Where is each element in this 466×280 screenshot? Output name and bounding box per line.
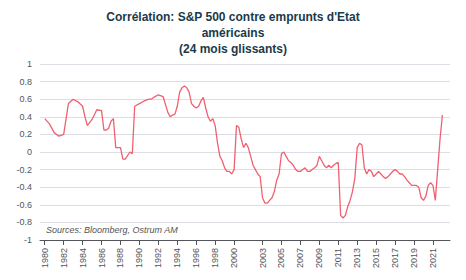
svg-text:1994: 1994 — [172, 248, 182, 268]
svg-text:-0.6: -0.6 — [16, 200, 32, 210]
svg-text:Sources: Bloomberg, Ostrum AM: Sources: Bloomberg, Ostrum AM — [46, 225, 178, 235]
svg-text:Corrélation: S&P 500 contre em: Corrélation: S&P 500 contre emprunts d'E… — [106, 10, 359, 24]
svg-text:2009: 2009 — [314, 248, 324, 268]
svg-text:2021: 2021 — [428, 248, 438, 268]
svg-text:1: 1 — [27, 59, 32, 69]
svg-text:1996: 1996 — [191, 248, 201, 268]
svg-text:2017: 2017 — [390, 248, 400, 268]
svg-text:1984: 1984 — [78, 248, 88, 268]
svg-text:1980: 1980 — [40, 248, 50, 268]
svg-text:0: 0 — [27, 147, 32, 157]
svg-text:-0.2: -0.2 — [16, 165, 32, 175]
svg-text:-0.8: -0.8 — [16, 217, 32, 227]
svg-text:2005: 2005 — [276, 248, 286, 268]
svg-text:2000: 2000 — [229, 248, 239, 268]
svg-text:2019: 2019 — [409, 248, 419, 268]
svg-text:(24 mois glissants): (24 mois glissants) — [179, 42, 287, 56]
svg-text:1998: 1998 — [210, 248, 220, 268]
svg-text:1988: 1988 — [115, 248, 125, 268]
svg-text:2011: 2011 — [333, 248, 343, 267]
svg-text:1982: 1982 — [59, 248, 69, 268]
svg-text:0.8: 0.8 — [19, 77, 32, 87]
svg-text:0.6: 0.6 — [19, 94, 32, 104]
svg-text:2007: 2007 — [295, 248, 305, 268]
svg-text:-1: -1 — [24, 235, 32, 245]
svg-text:-0.4: -0.4 — [16, 182, 32, 192]
svg-text:1992: 1992 — [153, 248, 163, 268]
svg-text:1990: 1990 — [134, 248, 144, 268]
svg-text:2003: 2003 — [258, 248, 268, 268]
svg-text:0.2: 0.2 — [19, 129, 32, 139]
svg-text:1986: 1986 — [97, 248, 107, 268]
svg-text:américains: américains — [202, 26, 265, 40]
svg-text:2015: 2015 — [371, 248, 381, 268]
svg-text:2013: 2013 — [352, 248, 362, 268]
svg-text:0.4: 0.4 — [19, 112, 32, 122]
